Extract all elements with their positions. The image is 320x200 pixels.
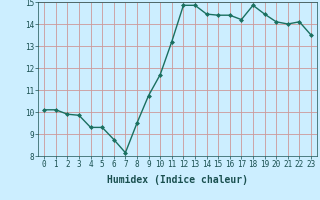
X-axis label: Humidex (Indice chaleur): Humidex (Indice chaleur) [107,175,248,185]
